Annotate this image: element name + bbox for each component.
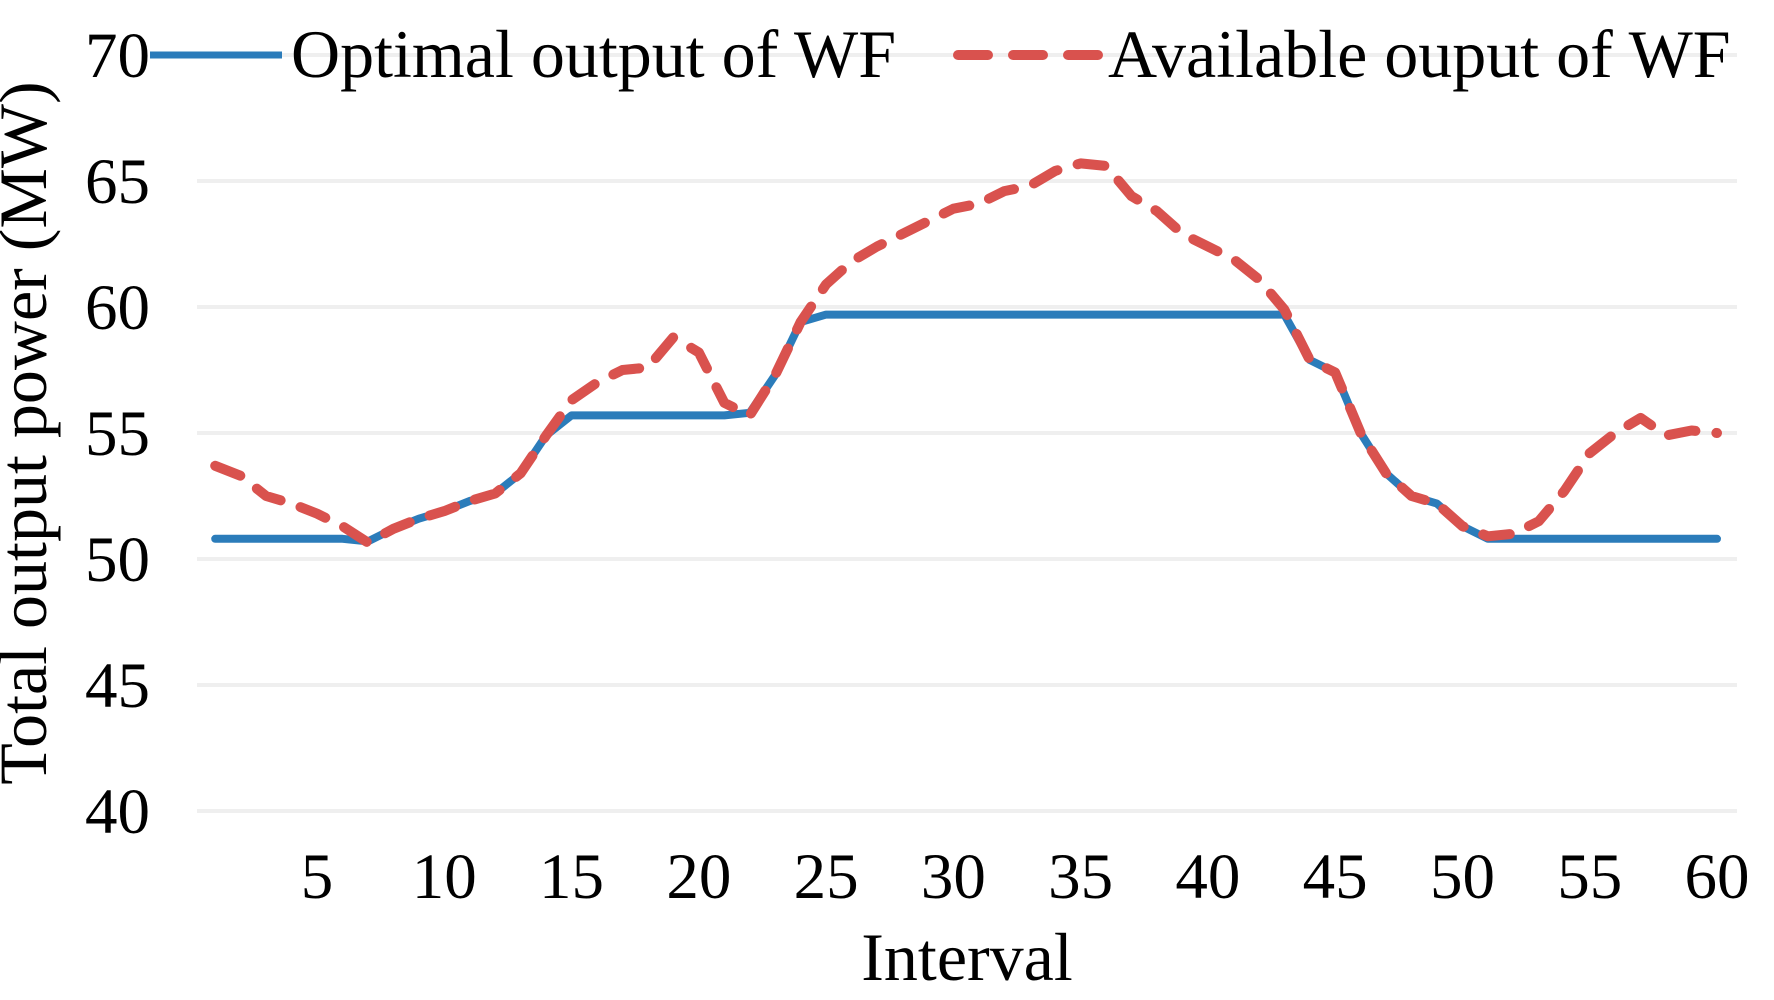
y-tick-label: 40 (85, 776, 150, 848)
x-tick-label: 55 (1557, 841, 1622, 913)
x-tick-label: 25 (794, 841, 859, 913)
legend-optimal-label: Optimal output of WF (291, 16, 896, 92)
x-tick-label: 10 (412, 841, 477, 913)
y-axis-tick-labels: 40 45 50 55 60 65 70 (85, 20, 150, 848)
x-tick-label: 60 (1684, 841, 1749, 913)
y-tick-label: 65 (85, 146, 150, 218)
x-tick-label: 30 (921, 841, 986, 913)
gridlines (197, 53, 1737, 813)
y-axis-title: Total output power (MW) (0, 81, 61, 784)
x-tick-label: 45 (1303, 841, 1368, 913)
y-tick-label: 55 (85, 398, 150, 470)
y-tick-label: 45 (85, 650, 150, 722)
legend-available-label: Available ouput of WF (1108, 16, 1731, 92)
series-available-line (210, 158, 1722, 548)
x-axis-tick-labels: 5 10 15 20 25 30 35 40 45 50 55 60 (301, 841, 1750, 913)
x-tick-label: 15 (539, 841, 604, 913)
x-tick-label: 20 (666, 841, 731, 913)
legend: Optimal output of WF Available ouput of … (150, 16, 1731, 92)
x-axis-title: Interval (861, 919, 1072, 995)
x-tick-label: 40 (1175, 841, 1240, 913)
x-tick-label: 35 (1048, 841, 1113, 913)
y-tick-label: 50 (85, 524, 150, 596)
x-tick-label: 5 (301, 841, 334, 913)
x-tick-label: 50 (1430, 841, 1495, 913)
y-tick-label: 70 (85, 20, 150, 92)
y-tick-label: 60 (85, 272, 150, 344)
